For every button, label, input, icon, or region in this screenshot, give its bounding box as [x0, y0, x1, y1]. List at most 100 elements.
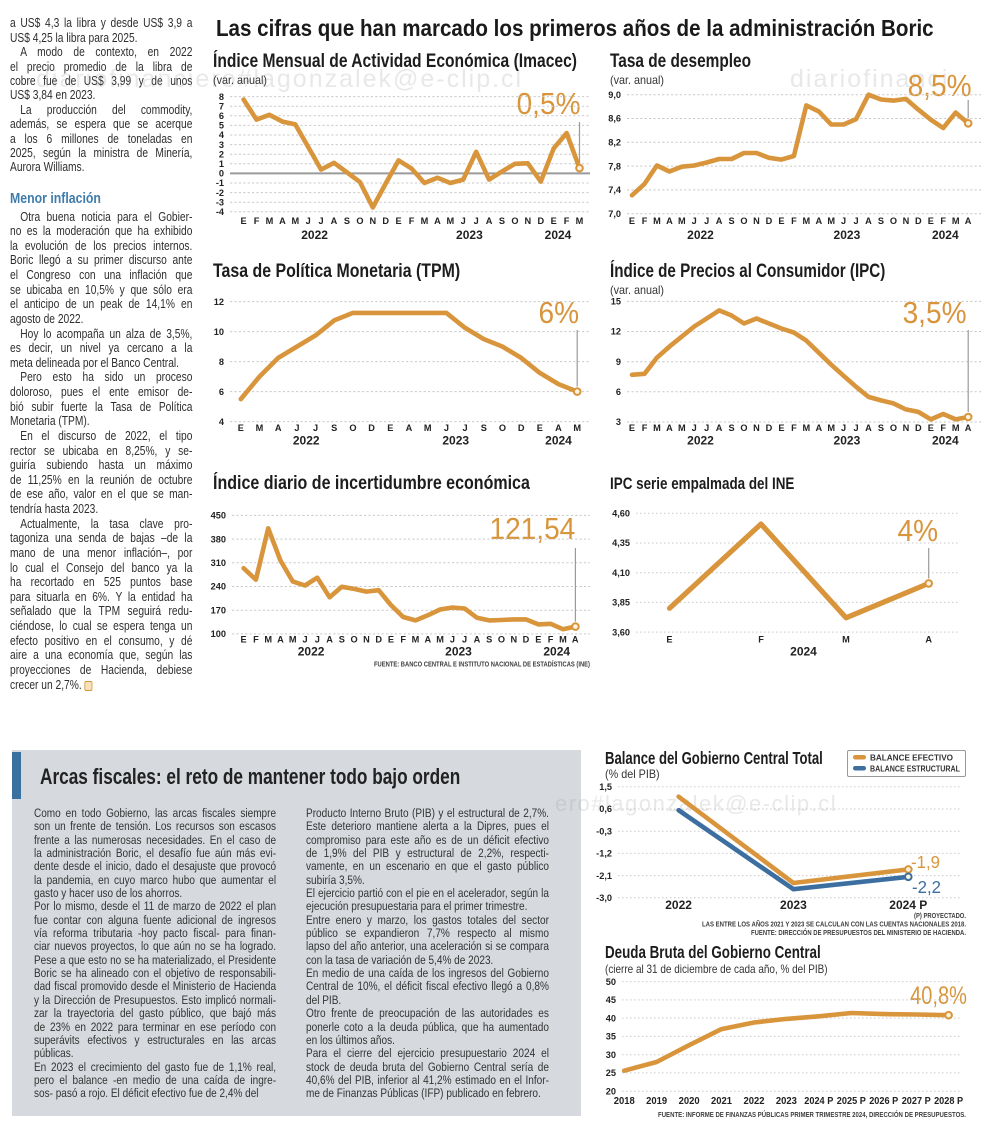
svg-text:12: 12 [611, 327, 621, 337]
svg-text:2022: 2022 [665, 898, 692, 912]
svg-text:2023: 2023 [445, 645, 472, 659]
svg-text:1: 1 [219, 159, 224, 169]
svg-text:A: A [965, 216, 972, 226]
svg-text:N: N [369, 216, 376, 226]
svg-text:N: N [363, 635, 370, 645]
svg-text:N: N [524, 216, 531, 226]
svg-text:2024: 2024 [790, 645, 817, 659]
svg-text:F: F [254, 216, 260, 226]
svg-text:(P) PROYECTADO.: (P) PROYECTADO. [914, 911, 966, 920]
svg-text:F: F [400, 635, 406, 645]
svg-text:A: A [326, 635, 333, 645]
svg-text:A: A [716, 423, 723, 433]
svg-text:E: E [241, 216, 247, 226]
svg-text:A: A [965, 423, 972, 433]
svg-text:2023: 2023 [442, 434, 469, 448]
svg-text:J: J [474, 216, 479, 226]
svg-text:5: 5 [219, 121, 224, 131]
svg-text:3,60: 3,60 [612, 627, 630, 637]
svg-text:N: N [510, 635, 517, 645]
svg-text:25: 25 [606, 1068, 616, 1078]
svg-text:8,6: 8,6 [608, 114, 621, 124]
svg-text:10: 10 [214, 327, 224, 337]
svg-text:4: 4 [219, 130, 225, 140]
svg-text:M: M [678, 423, 686, 433]
svg-text:2022: 2022 [298, 645, 325, 659]
svg-text:E: E [778, 216, 784, 226]
svg-text:2024: 2024 [545, 228, 572, 242]
svg-text:2023: 2023 [834, 228, 861, 242]
svg-text:D: D [523, 635, 530, 645]
svg-text:A: A [331, 216, 338, 226]
svg-text:S: S [481, 423, 487, 433]
svg-text:M: M [678, 216, 686, 226]
svg-text:O: O [890, 216, 897, 226]
svg-text:2021: 2021 [711, 1095, 732, 1107]
svg-text:F: F [940, 423, 946, 433]
svg-text:FUENTE: INFORME DE FINANZAS PÚ: FUENTE: INFORME DE FINANZAS PÚBLICAS PRI… [658, 1110, 966, 1119]
svg-text:4,35: 4,35 [612, 538, 630, 548]
svg-text:F: F [758, 635, 764, 645]
svg-text:7: 7 [219, 101, 224, 111]
svg-text:J: J [319, 216, 324, 226]
svg-text:J: J [315, 635, 320, 645]
svg-text:D: D [368, 423, 375, 433]
svg-text:A: A [815, 216, 822, 226]
svg-text:15: 15 [611, 297, 621, 307]
svg-text:2022: 2022 [293, 434, 320, 448]
svg-text:S: S [499, 216, 505, 226]
svg-text:M: M [436, 635, 444, 645]
svg-text:M: M [264, 635, 272, 645]
svg-text:2022: 2022 [301, 228, 328, 242]
svg-text:2023: 2023 [776, 1095, 797, 1107]
svg-text:E: E [241, 635, 247, 645]
svg-text:2018: 2018 [614, 1095, 635, 1107]
svg-text:9,0: 9,0 [608, 90, 621, 100]
svg-text:FUENTE: DIRECCIÓN DE PRESUPUES: FUENTE: DIRECCIÓN DE PRESUPUESTOS DEL MI… [751, 928, 966, 937]
svg-text:S: S [331, 423, 337, 433]
svg-text:8: 8 [219, 357, 224, 367]
svg-text:8,2: 8,2 [608, 138, 621, 148]
svg-text:1,5: 1,5 [599, 782, 612, 792]
svg-text:E: E [778, 423, 784, 433]
svg-text:E: E [928, 423, 934, 433]
svg-text:BALANCE EFECTIVO: BALANCE EFECTIVO [870, 753, 953, 763]
svg-text:M: M [289, 635, 297, 645]
svg-text:N: N [753, 423, 760, 433]
svg-text:E: E [928, 216, 934, 226]
svg-text:2023: 2023 [834, 434, 861, 448]
svg-text:D: D [766, 423, 773, 433]
svg-text:40: 40 [606, 1013, 616, 1023]
svg-text:M: M [802, 216, 810, 226]
svg-text:2025 P: 2025 P [837, 1095, 866, 1107]
svg-text:2024: 2024 [932, 228, 959, 242]
svg-text:E: E [387, 423, 393, 433]
svg-text:100: 100 [211, 629, 226, 639]
svg-text:O: O [498, 635, 505, 645]
svg-text:3: 3 [219, 140, 224, 150]
svg-text:N: N [903, 216, 910, 226]
svg-text:M: M [412, 635, 420, 645]
svg-text:J: J [692, 423, 697, 433]
svg-text:380: 380 [211, 534, 226, 544]
svg-text:35: 35 [606, 1032, 616, 1042]
svg-text:LAS ENTRE LOS AÑOS 2021 Y 2023: LAS ENTRE LOS AÑOS 2021 Y 2023 SE CALCUL… [702, 920, 966, 929]
svg-text:F: F [253, 635, 259, 645]
svg-text:0: 0 [219, 169, 224, 179]
svg-text:J: J [450, 635, 455, 645]
svg-text:310: 310 [211, 558, 226, 568]
svg-text:FUENTE: BANCO CENTRAL E INSTIT: FUENTE: BANCO CENTRAL E INSTITUTO NACION… [374, 660, 590, 669]
svg-text:A: A [275, 423, 282, 433]
svg-text:J: J [463, 423, 468, 433]
svg-text:2022: 2022 [687, 434, 714, 448]
svg-text:D: D [375, 635, 382, 645]
svg-text:2023: 2023 [456, 228, 483, 242]
svg-text:E: E [396, 216, 402, 226]
svg-text:3: 3 [616, 417, 621, 427]
svg-text:O: O [351, 635, 358, 645]
svg-text:A: A [572, 635, 579, 645]
svg-text:O: O [740, 423, 747, 433]
svg-text:2022: 2022 [687, 228, 714, 242]
svg-text:M: M [576, 216, 584, 226]
svg-text:J: J [704, 423, 709, 433]
